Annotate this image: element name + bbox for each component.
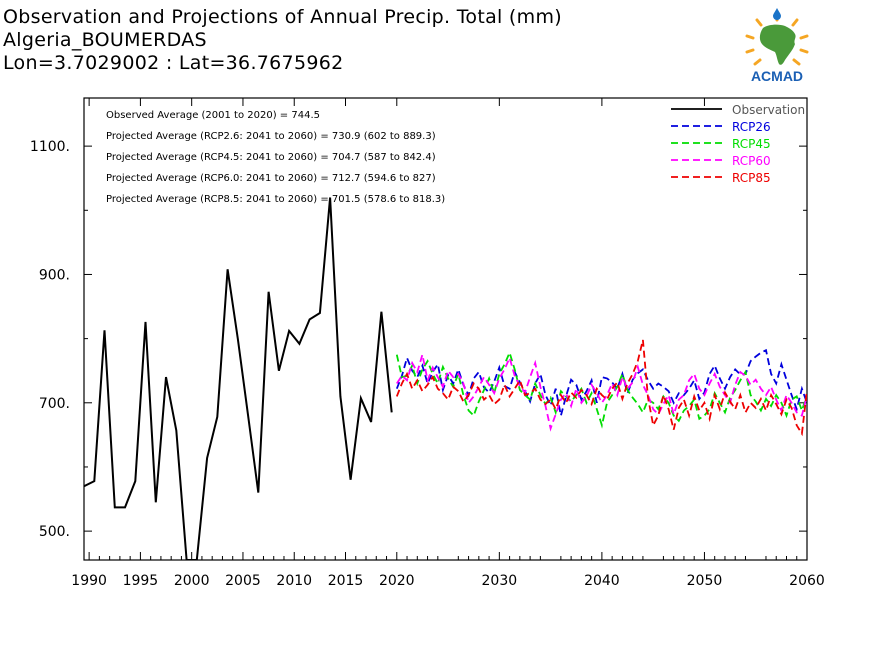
note-rcp60: Projected Average (RCP6.0: 2041 to 2060)…: [106, 173, 436, 184]
plot-frame: [83, 97, 808, 561]
note-rcp45: Projected Average (RCP4.5: 2041 to 2060)…: [106, 152, 436, 163]
legend-label-observation: Observation: [732, 103, 805, 117]
x-tick-label: 2010: [276, 573, 312, 589]
note-observed: Observed Average (2001 to 2020) = 744.5: [106, 110, 320, 121]
axis-ticks: 1990 1995 2000 2005 2010 2015 2020 2030 2040 2050…: [30, 98, 825, 589]
x-tick-label: 2030: [482, 573, 518, 589]
series-line-rcp60: [396, 354, 807, 432]
x-tick-label: 2040: [584, 573, 620, 589]
note-rcp26: Projected Average (RCP2.6: 2041 to 2060)…: [106, 131, 436, 142]
legend-label-rcp60: RCP60: [732, 154, 771, 168]
y-tick-label: 500.: [39, 524, 70, 540]
x-tick-label: 2020: [379, 573, 415, 589]
series-line-rcp26: [395, 348, 807, 416]
acmad-logo: ACMAD: [735, 6, 819, 86]
data-series: [84, 197, 807, 560]
series-line-rcp85: [395, 339, 807, 437]
legend-label-rcp45: RCP45: [732, 137, 771, 151]
x-tick-label: 1995: [123, 573, 159, 589]
location-name: Algeria_BOUMERDAS: [3, 29, 207, 51]
note-rcp85: Projected Average (RCP8.5: 2041 to 2060)…: [106, 194, 445, 205]
legend-label-rcp26: RCP26: [732, 120, 771, 134]
legend-label-rcp85: RCP85: [732, 171, 771, 185]
series-line-observation: [84, 197, 393, 560]
x-tick-label: 2060: [789, 573, 825, 589]
logo-text: ACMAD: [751, 68, 803, 84]
x-tick-label: 1990: [71, 573, 107, 589]
x-tick-label: 2015: [328, 573, 364, 589]
x-tick-label: 2000: [174, 573, 210, 589]
legend: Observation RCP26 RCP45 RCP60 RCP85: [671, 103, 805, 185]
average-notes: Observed Average (2001 to 2020) = 744.5 …: [106, 110, 445, 205]
x-tick-label: 2050: [687, 573, 723, 589]
acmad-logo-graphic: ACMAD: [745, 8, 809, 84]
y-tick-label: 700.: [39, 396, 70, 412]
y-tick-label: 900.: [39, 267, 70, 283]
chart-title-block: Observation and Projections of Annual Pr…: [3, 6, 562, 75]
y-tick-label: 1100.: [30, 139, 70, 155]
x-tick-label: 2005: [225, 573, 261, 589]
plot-axes: [83, 97, 808, 561]
chart-title: Observation and Projections of Annual Pr…: [3, 6, 562, 28]
series-line-rcp45: [395, 350, 807, 429]
coordinates: Lon=3.7029002 : Lat=36.7675962: [3, 52, 344, 74]
